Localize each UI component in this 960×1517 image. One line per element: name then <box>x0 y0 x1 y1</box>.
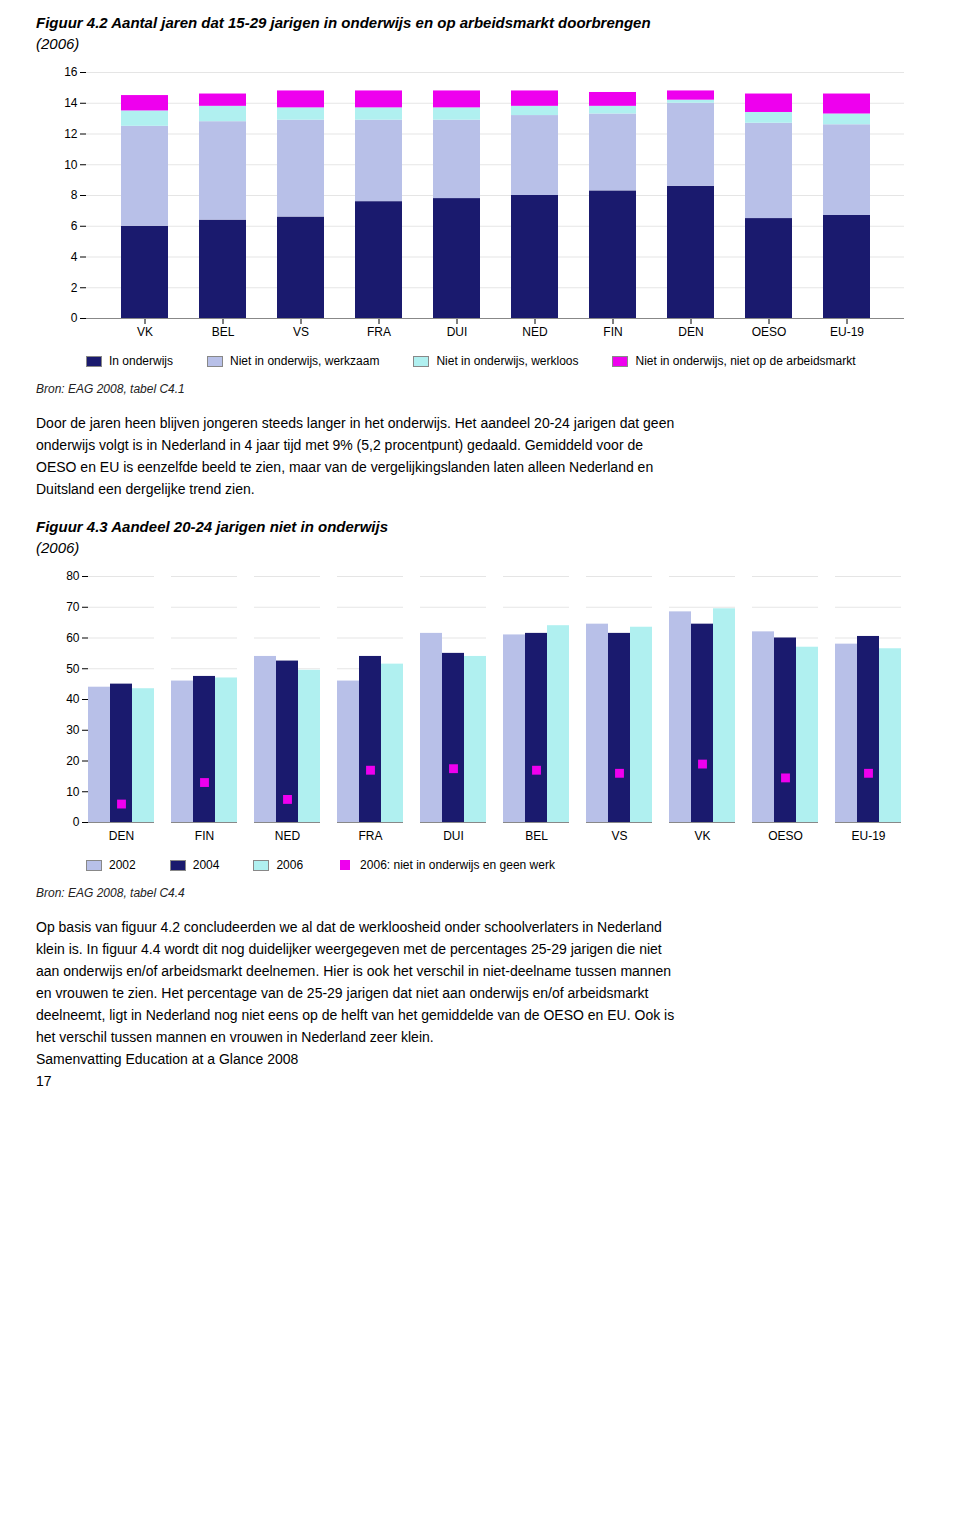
svg-text:FRA: FRA <box>359 829 383 843</box>
svg-text:FRA: FRA <box>367 325 391 339</box>
svg-text:FIN: FIN <box>603 325 622 339</box>
svg-text:NED: NED <box>275 829 301 843</box>
svg-text:0: 0 <box>71 311 78 325</box>
svg-text:16: 16 <box>64 65 78 79</box>
svg-text:40: 40 <box>66 692 80 706</box>
svg-text:20: 20 <box>66 754 80 768</box>
svg-text:FIN: FIN <box>195 829 214 843</box>
svg-text:DEN: DEN <box>109 829 134 843</box>
html-text:het verschil tussen mannen en: het verschil tussen mannen en vrouwen in… <box>36 1029 434 1045</box>
svg-text:0: 0 <box>73 815 80 829</box>
svg-text:70: 70 <box>66 600 80 614</box>
svg-text:DUI: DUI <box>443 829 464 843</box>
svg-text:50: 50 <box>66 662 80 676</box>
svg-text:10: 10 <box>64 158 78 172</box>
svg-text:VS: VS <box>293 325 309 339</box>
html-text:onderwijs volgt is in Nederlan: onderwijs volgt is in Nederland in 4 jaa… <box>36 437 643 453</box>
svg-text:EU-19: EU-19 <box>851 829 885 843</box>
svg-text:10: 10 <box>66 785 80 799</box>
svg-text:OESO: OESO <box>768 829 803 843</box>
html-text:Door de jaren heen blijven jon: Door de jaren heen blijven jongeren stee… <box>36 415 675 431</box>
html-text:2004: 2004 <box>192 858 220 872</box>
html-text:Figuur 4.2 Aantal jaren dat 15: Figuur 4.2 Aantal jaren dat 15-29 jarige… <box>36 14 651 31</box>
html-text:Bron: EAG 2008, tabel C4.1: Bron: EAG 2008, tabel C4.1 <box>36 382 185 396</box>
html-text:en vrouwen te zien. Het percen: en vrouwen te zien. Het percentage van d… <box>36 985 649 1001</box>
html-text:Niet in onderwijs, werkloos: Niet in onderwijs, werkloos <box>436 354 579 368</box>
svg-text:60: 60 <box>66 631 80 645</box>
html-text:2006: 2006 <box>276 858 304 872</box>
svg-text:DEN: DEN <box>678 325 703 339</box>
html-text:Niet in onderwijs, niet op de: Niet in onderwijs, niet op de arbeidsmar… <box>635 354 856 368</box>
svg-text:VK: VK <box>137 325 153 339</box>
svg-text:6: 6 <box>71 219 78 233</box>
svg-text:VK: VK <box>694 829 710 843</box>
html-text:In onderwijs: In onderwijs <box>109 354 173 368</box>
svg-text:VS: VS <box>611 829 627 843</box>
html-text:klein is. In figuur 4.4 wordt: klein is. In figuur 4.4 wordt dit nog du… <box>36 941 662 957</box>
html-text:(2006): (2006) <box>36 539 80 556</box>
html-text:aan onderwijs en/of arbeidsmar: aan onderwijs en/of arbeidsmarkt deelnem… <box>36 963 671 979</box>
html-text:Op basis van figuur 4.2 conclu: Op basis van figuur 4.2 concludeerden we… <box>36 919 662 935</box>
html-text:Niet in onderwijs, werkzaam: Niet in onderwijs, werkzaam <box>230 354 380 368</box>
svg-text:NED: NED <box>522 325 548 339</box>
svg-text:BEL: BEL <box>525 829 548 843</box>
svg-text:14: 14 <box>64 96 78 110</box>
html-text:OESO en EU is eenzelfde beeld: OESO en EU is eenzelfde beeld te zien, m… <box>36 459 654 475</box>
svg-text:80: 80 <box>66 569 80 583</box>
svg-text:EU-19: EU-19 <box>830 325 864 339</box>
html-text:2002: 2002 <box>109 858 136 872</box>
svg-text:30: 30 <box>66 723 80 737</box>
svg-text:4: 4 <box>71 250 78 264</box>
html-text:Bron: EAG 2008, tabel C4.4: Bron: EAG 2008, tabel C4.4 <box>36 886 185 900</box>
svg-text:OESO: OESO <box>752 325 787 339</box>
svg-text:8: 8 <box>71 188 78 202</box>
html-text:(2006): (2006) <box>36 35 80 52</box>
html-text:deelneemt, ligt in Nederland n: deelneemt, ligt in Nederland nog niet ee… <box>36 1007 675 1023</box>
html-text:Figuur 4.3 Aandeel 20-24 jarig: Figuur 4.3 Aandeel 20-24 jarigen niet in… <box>36 518 388 535</box>
html-text:17: 17 <box>36 1073 52 1089</box>
svg-text:2: 2 <box>71 281 78 295</box>
html-text:Duitsland een dergelijke trend: Duitsland een dergelijke trend zien. <box>36 481 255 497</box>
svg-text:12: 12 <box>64 127 78 141</box>
html-text:2006: niet in onderwijs en gee: 2006: niet in onderwijs en geen werk <box>360 858 555 872</box>
svg-text:BEL: BEL <box>212 325 235 339</box>
html-text:Samenvatting Education at a Gl: Samenvatting Education at a Glance 2008 <box>36 1051 299 1067</box>
svg-text:DUI: DUI <box>447 325 468 339</box>
